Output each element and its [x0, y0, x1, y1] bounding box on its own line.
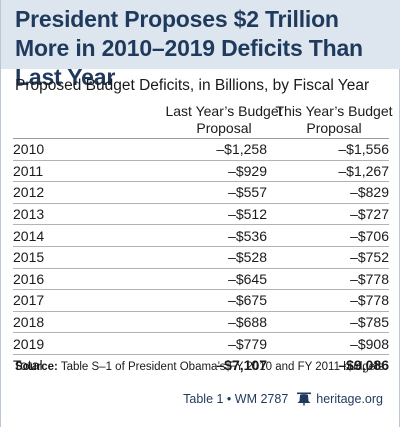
table-row: 2017 –$675 –$778	[13, 289, 389, 312]
this-year-value-cell: –$1,556	[267, 138, 389, 161]
last-year-value-cell: –$688	[153, 311, 267, 334]
deficits-table: 2010 –$1,258 –$1,556 2011 –$929 –$1,267 2012 –$…	[13, 138, 389, 376]
last-year-value-cell: –$557	[153, 181, 267, 204]
year-cell: 2018	[13, 311, 153, 334]
source-note: Source: Table S–1 of President Obama’s F…	[15, 361, 391, 373]
this-year-value-cell: –$908	[267, 332, 389, 355]
table-row: 2015 –$528 –$752	[13, 246, 389, 269]
year-cell: 2012	[13, 181, 153, 204]
table-row: 2013 –$512 –$727	[13, 203, 389, 226]
year-cell: 2010	[13, 138, 153, 161]
this-year-value-cell: –$727	[267, 203, 389, 226]
year-cell: 2016	[13, 268, 153, 291]
year-cell: 2015	[13, 246, 153, 269]
last-year-value-cell: –$512	[153, 203, 267, 226]
total-label: Total	[13, 353, 153, 376]
title-banner: President Proposes $2 Trillion More in 2…	[1, 0, 400, 90]
last-year-value-cell: –$528	[153, 246, 267, 269]
total-row: Total –$7,107 –$9,086	[13, 353, 389, 376]
table-reference: Table 1 • WM 2787	[183, 392, 289, 406]
table-row: 2012 –$557 –$829	[13, 181, 389, 204]
this-year-value-cell: –$1,267	[267, 160, 389, 183]
column-header-last-year: Last Year’s Budget Proposal	[165, 103, 283, 136]
source-text: Table S–1 of President Obama’s FY 2010 a…	[60, 361, 388, 373]
this-year-value-cell: –$778	[267, 268, 389, 291]
table-row: 2018 –$688 –$785	[13, 311, 389, 334]
table-row: 2014 –$536 –$706	[13, 224, 389, 247]
table-row: 2019 –$779 –$908	[13, 332, 389, 355]
table-row: 2016 –$645 –$778	[13, 268, 389, 291]
this-year-value-cell: –$778	[267, 289, 389, 312]
total-last-year-value: –$7,107	[153, 353, 267, 376]
last-year-value-cell: –$675	[153, 289, 267, 312]
column-header-this-year: This Year’s Budget Proposal	[275, 103, 393, 136]
last-year-value-cell: –$929	[153, 160, 267, 183]
last-year-value-cell: –$779	[153, 332, 267, 355]
last-year-value-cell: –$1,258	[153, 138, 267, 161]
source-label: Source:	[15, 361, 58, 373]
this-year-value-cell: –$829	[267, 181, 389, 204]
year-cell: 2013	[13, 203, 153, 226]
total-this-year-value: –$9,086	[267, 353, 389, 376]
page-title: President Proposes $2 Trillion More in 2…	[15, 6, 363, 90]
year-cell: 2014	[13, 224, 153, 247]
table-row: 2010 –$1,258 –$1,556	[13, 138, 389, 161]
last-year-value-cell: –$536	[153, 224, 267, 247]
table-subtitle: Proposed Budget Deficits, in Billions, b…	[15, 77, 370, 94]
this-year-value-cell: –$706	[267, 224, 389, 247]
site-link[interactable]: heritage.org	[316, 392, 383, 406]
liberty-bell-icon	[296, 392, 312, 406]
year-cell: 2019	[13, 332, 153, 355]
year-cell: 2011	[13, 160, 153, 183]
this-year-value-cell: –$785	[267, 311, 389, 334]
this-year-value-cell: –$752	[267, 246, 389, 269]
footer: Table 1 • WM 2787 heritage.org	[183, 392, 383, 406]
year-cell: 2017	[13, 289, 153, 312]
table-row: 2011 –$929 –$1,267	[13, 160, 389, 183]
last-year-value-cell: –$645	[153, 268, 267, 291]
